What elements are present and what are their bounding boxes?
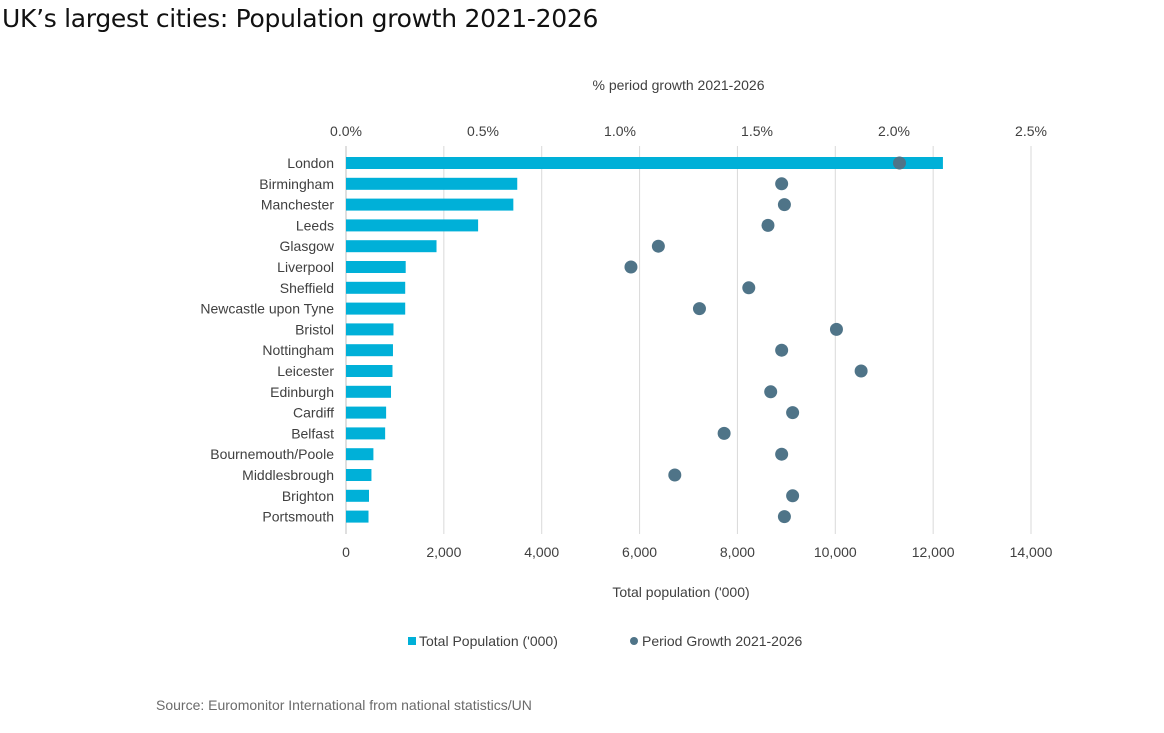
- population-bar: [346, 469, 372, 481]
- growth-dot: [854, 364, 868, 378]
- growth-dot: [892, 156, 906, 170]
- population-bar: [346, 489, 369, 502]
- population-bar: [346, 177, 518, 190]
- population-bar: [346, 323, 394, 336]
- growth-dot: [717, 426, 731, 440]
- population-bar: [346, 198, 514, 211]
- y-category-label: Brighton: [282, 488, 334, 504]
- x-bottom-tick-label: 10,000: [814, 544, 857, 560]
- y-category-label: Glasgow: [280, 238, 335, 254]
- growth-dot: [761, 218, 775, 232]
- population-bar: [346, 365, 393, 377]
- y-category-label: Leeds: [296, 217, 334, 233]
- growth-dot: [764, 385, 778, 399]
- population-bar: [346, 157, 943, 169]
- x-bottom-tick-label: 14,000: [1010, 544, 1053, 560]
- source-note: Source: Euromonitor International from n…: [156, 697, 532, 713]
- population-bar: [346, 427, 386, 440]
- population-bar: [346, 385, 392, 398]
- legend-label-population: Total Population ('000): [419, 633, 558, 649]
- y-category-label: Liverpool: [277, 259, 334, 275]
- growth-dot: [775, 177, 789, 191]
- population-bar: [346, 302, 406, 315]
- y-category-label: Portsmouth: [262, 509, 334, 525]
- growth-dot: [742, 281, 756, 295]
- x-top-tick-label: 2.0%: [878, 123, 910, 139]
- x-top-tick-label: 2.5%: [1015, 123, 1047, 139]
- x-bottom-tick-label: 2,000: [426, 544, 461, 560]
- y-category-label: Birmingham: [259, 176, 334, 192]
- legend-swatch-growth: [630, 637, 638, 645]
- bottom-axis-title: Total population ('000): [612, 584, 749, 600]
- x-top-tick-label: 0.5%: [467, 123, 499, 139]
- y-category-label: Bristol: [295, 321, 334, 337]
- page-title: UK’s largest cities: Population growth 2…: [2, 4, 599, 33]
- y-category-label: London: [287, 155, 334, 171]
- growth-dot: [777, 198, 791, 212]
- y-category-label: Belfast: [291, 425, 334, 441]
- y-category-label: Sheffield: [280, 280, 334, 296]
- population-bar: [346, 261, 406, 273]
- legend-swatch-population: [408, 637, 416, 645]
- growth-dot: [775, 447, 789, 461]
- population-bar: [346, 240, 437, 253]
- x-bottom-tick-label: 8,000: [720, 544, 755, 560]
- y-category-label: Leicester: [277, 363, 334, 379]
- growth-dot: [786, 489, 800, 503]
- legend-label-growth: Period Growth 2021-2026: [642, 633, 803, 649]
- population-bar: [346, 344, 393, 357]
- x-bottom-tick-label: 12,000: [912, 544, 955, 560]
- top-axis-title: % period growth 2021-2026: [592, 77, 764, 93]
- x-top-tick-label: 1.0%: [604, 123, 636, 139]
- y-category-label: Manchester: [261, 197, 334, 213]
- population-bar: [346, 406, 387, 419]
- growth-dot: [668, 468, 682, 482]
- population-bar: [346, 219, 479, 232]
- y-category-label: Newcastle upon Tyne: [200, 301, 334, 317]
- y-category-label: Bournemouth/Poole: [210, 446, 334, 462]
- growth-dot: [786, 406, 800, 420]
- y-category-label: Middlesbrough: [242, 467, 334, 483]
- y-category-label: Cardiff: [293, 405, 334, 421]
- x-top-tick-label: 0.0%: [330, 123, 362, 139]
- x-top-tick-label: 1.5%: [741, 123, 773, 139]
- growth-dot: [775, 343, 789, 357]
- population-bar: [346, 281, 406, 294]
- growth-dot: [692, 302, 706, 316]
- x-bottom-tick-label: 4,000: [524, 544, 559, 560]
- growth-dot: [651, 239, 665, 253]
- y-category-label: Nottingham: [262, 342, 334, 358]
- growth-dot: [624, 260, 638, 274]
- population-bar: [346, 510, 369, 523]
- growth-dot: [829, 322, 843, 336]
- x-bottom-tick-label: 6,000: [622, 544, 657, 560]
- growth-dot: [777, 510, 791, 524]
- x-bottom-tick-label: 0: [342, 544, 350, 560]
- y-category-label: Edinburgh: [270, 384, 334, 400]
- population-bar: [346, 448, 374, 461]
